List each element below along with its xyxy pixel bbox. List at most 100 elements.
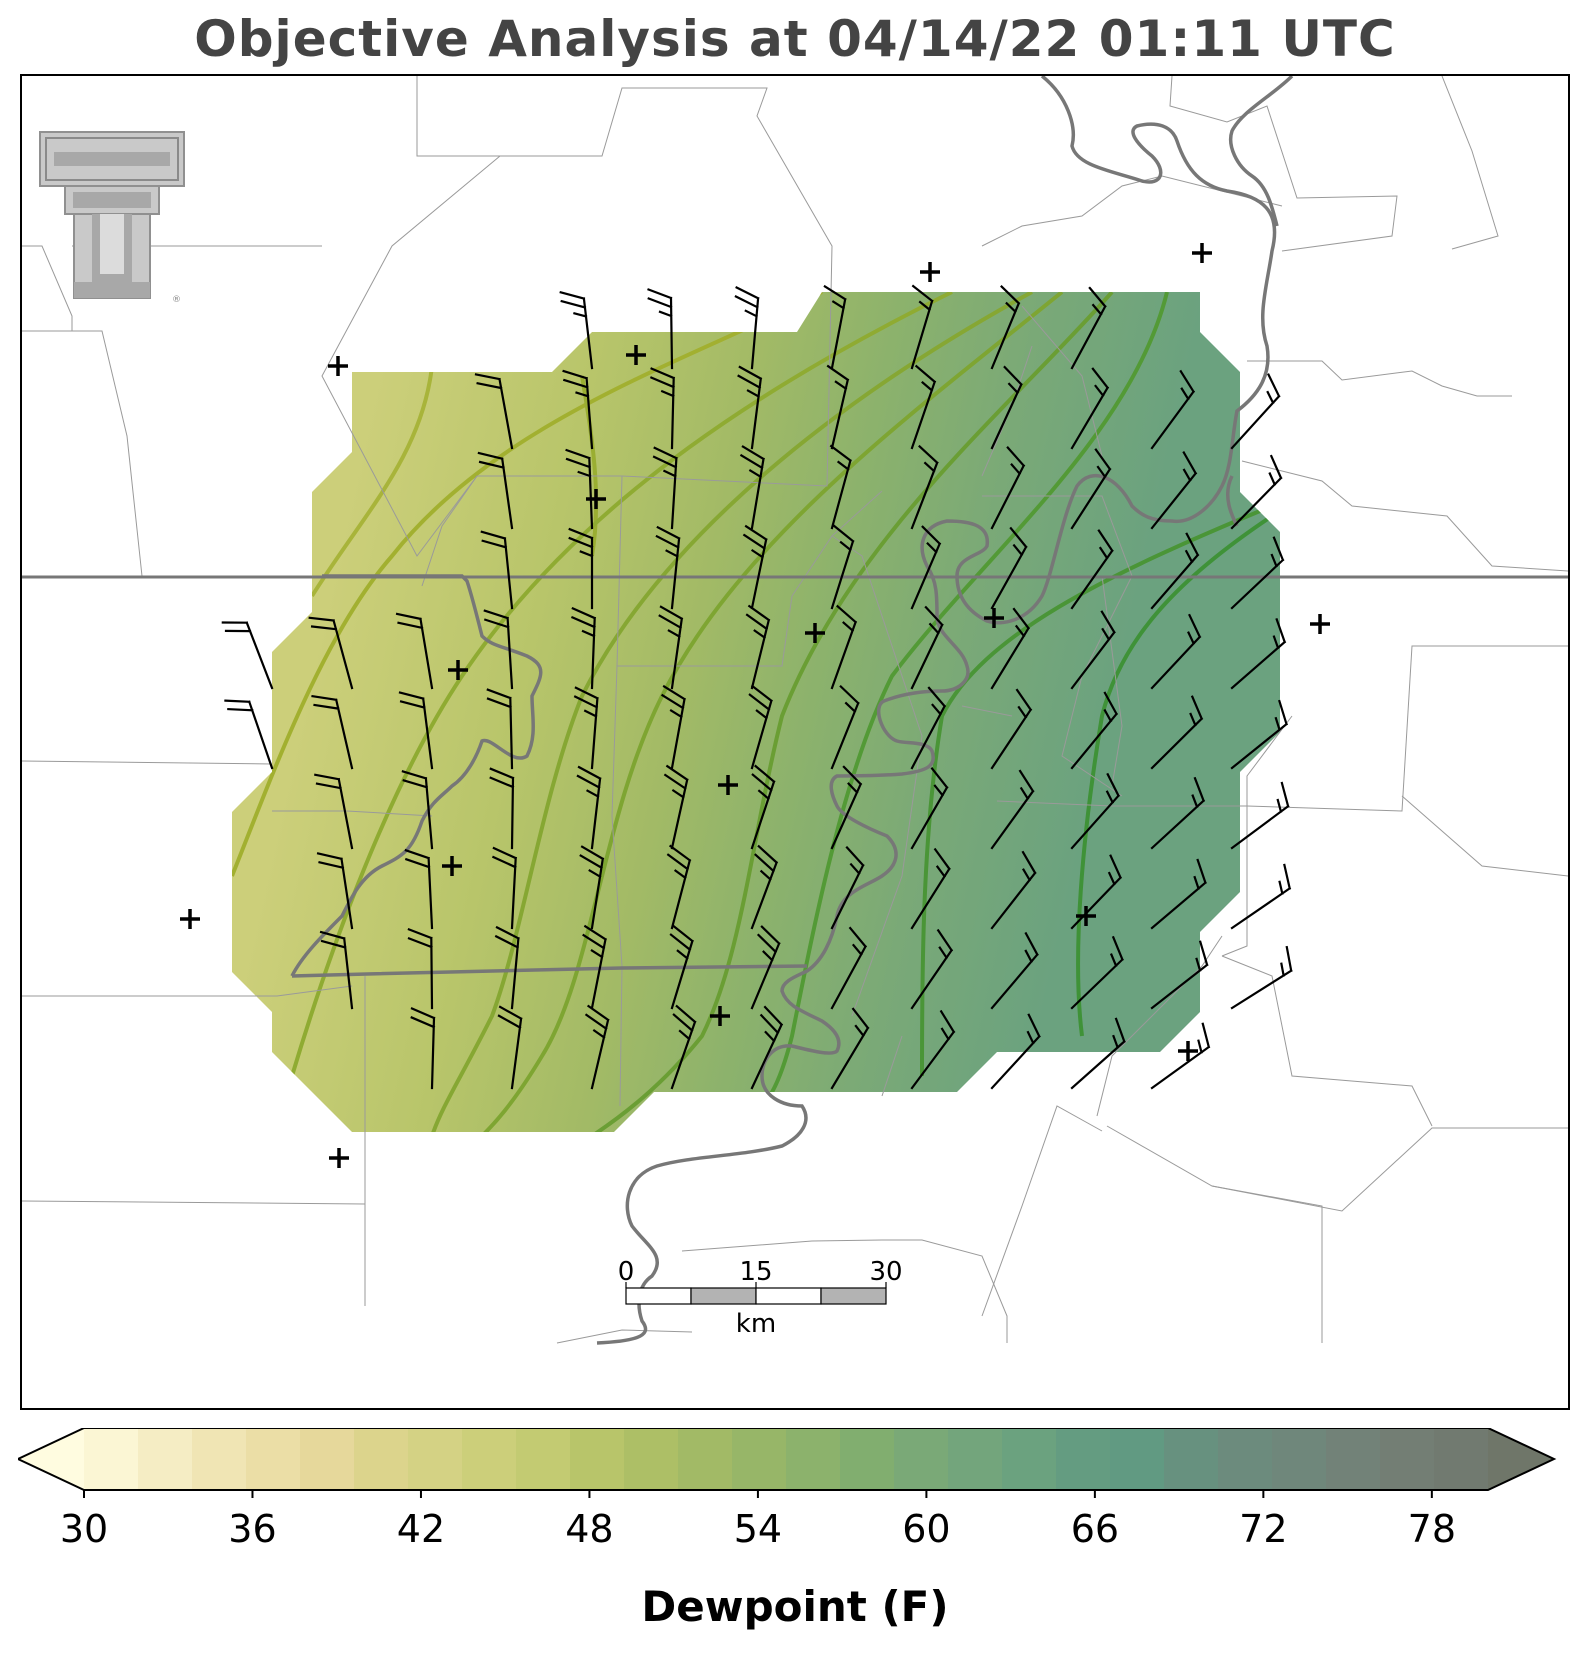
wind-barb [990, 769, 1035, 850]
colorbar-tick-label: 36 [228, 1507, 276, 1551]
kentucky-river [290, 574, 543, 977]
colorbar-bin [1164, 1428, 1219, 1490]
wind-barb [410, 1007, 436, 1090]
colorbar-tick-label: 30 [60, 1507, 108, 1551]
wind-barb [1230, 699, 1289, 770]
wind-barb [990, 365, 1023, 450]
wind-barb [1230, 454, 1283, 530]
county-line [611, 475, 623, 1107]
station-marker [328, 356, 348, 376]
station-marker [710, 1006, 730, 1026]
wind-barb [398, 691, 434, 770]
map-title: Objective Analysis at 04/14/22 01:11 UTC [194, 10, 1396, 68]
wind-barb [990, 446, 1026, 530]
wind-barb [750, 1005, 784, 1090]
colorbar-bin [408, 1428, 463, 1490]
wind-barb [1070, 854, 1123, 930]
wind-barb [910, 686, 947, 770]
contour-line [310, 365, 434, 598]
wind-barb [579, 845, 605, 930]
county-line [421, 475, 478, 587]
wind-barb [829, 444, 852, 530]
colorbar-bin [678, 1428, 733, 1490]
wind-barb [990, 285, 1021, 370]
wind-barb [990, 607, 1031, 690]
colorbar-bin [1002, 1428, 1057, 1490]
wind-barb [748, 684, 773, 770]
wind-barb [582, 924, 608, 1010]
colorbar-bin [732, 1428, 787, 1490]
wind-barb [990, 688, 1033, 770]
county-line [22, 330, 143, 577]
wind-barb [308, 616, 354, 690]
county-line [961, 705, 1013, 717]
wind-barb [1230, 781, 1290, 850]
county-line [1211, 1185, 1323, 1343]
station-marker [586, 489, 606, 509]
wind-barb [734, 286, 760, 370]
contour-line [480, 292, 1064, 1132]
county-line [1096, 935, 1223, 1117]
wind-barb [573, 686, 599, 770]
wind-barb [910, 928, 954, 1010]
contour-line [232, 292, 823, 877]
dewpoint-field [232, 292, 1280, 1132]
wind-barb [1070, 448, 1112, 530]
wind-barb [910, 364, 937, 450]
wind-barb [570, 606, 597, 690]
mississippi-river [596, 76, 1277, 1345]
wind-barb [1150, 532, 1200, 610]
wind-barb [830, 926, 868, 1010]
wind-barb [1070, 772, 1121, 850]
county-line [1021, 305, 1103, 457]
county-line [1221, 955, 1433, 1127]
wind-barb [497, 1005, 523, 1090]
station-marker [1178, 1041, 1198, 1061]
colorbar-bin [1380, 1428, 1435, 1490]
wind-barb [750, 925, 781, 1010]
county-line [617, 490, 883, 667]
wind-barb [494, 925, 520, 1010]
colorbar-bin [1056, 1428, 1111, 1490]
wind-barb [910, 444, 939, 530]
county-line [1401, 795, 1568, 877]
wind-barb [1230, 863, 1292, 930]
wind-barb [990, 850, 1037, 930]
contour-line [760, 292, 1169, 1108]
wind-barb [1150, 1022, 1211, 1090]
wind-barb [660, 684, 687, 770]
wind-barb [562, 369, 594, 450]
wind-barb [407, 927, 434, 1010]
wind-barb [1150, 858, 1207, 930]
wind-barb [486, 688, 514, 770]
colorbar-bin [1326, 1428, 1381, 1490]
wind-barb [1070, 286, 1107, 370]
contour-line [580, 375, 599, 557]
county-line [1246, 645, 1568, 812]
wind-barb [669, 924, 694, 1010]
map-canvas[interactable]: ® 0 15 30 km [22, 76, 1568, 1408]
county-line [1106, 1125, 1568, 1212]
wind-barb [910, 284, 934, 370]
wind-barb [404, 848, 434, 930]
station-marker [920, 262, 940, 282]
wind-barb [990, 1013, 1041, 1090]
station-marker [180, 909, 200, 929]
colorbar-bin [84, 1428, 139, 1490]
wind-barb [737, 365, 763, 450]
colorbar-bin [246, 1428, 301, 1490]
colorbar-tick-label: 78 [1408, 1507, 1456, 1551]
wind-barb [750, 764, 776, 850]
wind-barb [990, 931, 1039, 1010]
wind-barb [910, 1009, 956, 1090]
wind-barb [1070, 935, 1124, 1010]
colorbar-tick-label: 72 [1239, 1507, 1287, 1551]
colorbar-bin [300, 1428, 355, 1490]
county-line [881, 1035, 903, 1097]
wind-barb [1150, 450, 1198, 530]
map-panel[interactable]: ® 0 15 30 km [20, 74, 1570, 1410]
colorbar-bin [192, 1428, 247, 1490]
wind-barb [666, 844, 692, 930]
colorbar-tick-label: 48 [565, 1507, 613, 1551]
wind-barb [565, 448, 594, 530]
